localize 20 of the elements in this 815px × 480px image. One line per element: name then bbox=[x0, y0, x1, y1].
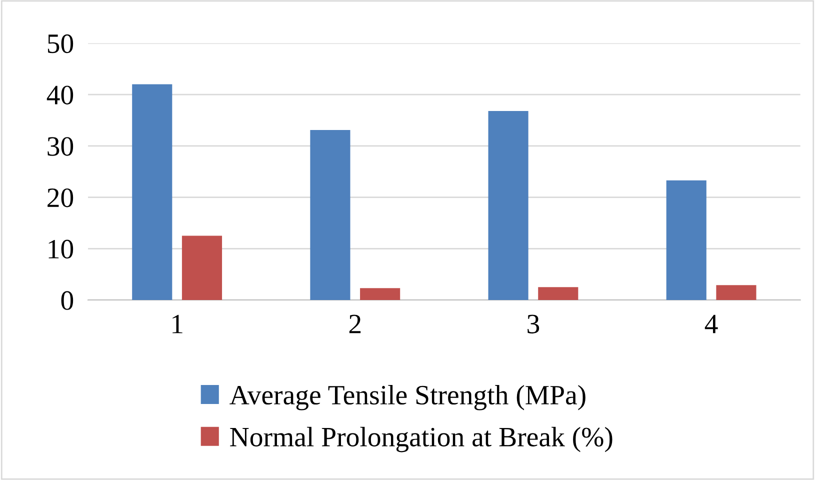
bar bbox=[310, 130, 350, 300]
x-tick-label: 1 bbox=[172, 314, 182, 334]
y-tick-label: 10 bbox=[48, 240, 74, 259]
y-tick-label: 20 bbox=[48, 188, 74, 208]
y-tick-label: 30 bbox=[48, 137, 74, 156]
x-tick-label: 2 bbox=[349, 314, 361, 334]
legend-label: Average Tensile Strength (MPa) bbox=[230, 385, 586, 410]
bar bbox=[666, 180, 706, 300]
bar bbox=[538, 287, 578, 300]
y-tick-label: 40 bbox=[46, 86, 74, 104]
bar bbox=[132, 84, 172, 300]
y-tick-label: 50 bbox=[48, 34, 74, 54]
y-tick-label: 0 bbox=[61, 291, 74, 310]
bar bbox=[716, 285, 756, 300]
x-tick-label: 4 bbox=[704, 314, 718, 334]
x-tick-label: 3 bbox=[528, 314, 540, 334]
bar bbox=[360, 288, 400, 300]
bar bbox=[182, 236, 222, 300]
bar bbox=[488, 110, 528, 300]
legend-label: Normal Prolongation at Break (%) bbox=[230, 426, 612, 452]
